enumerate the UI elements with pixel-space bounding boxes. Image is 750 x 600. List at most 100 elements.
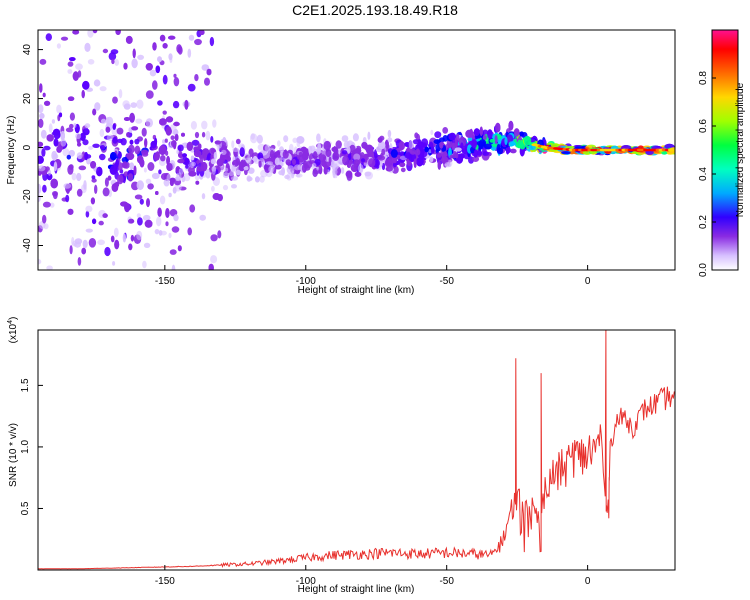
spectrogram-blob <box>323 166 328 175</box>
spectrogram-frame <box>37 29 676 271</box>
spectrogram-blob <box>177 245 182 252</box>
spectrogram-blob <box>158 169 162 175</box>
spectrogram-blob <box>49 202 55 208</box>
spectrogram-blob <box>173 73 177 78</box>
spectrogram-blob <box>69 123 74 129</box>
spectrogram-blob <box>404 142 411 147</box>
spectrogram-blob <box>56 43 62 49</box>
spectrogram-blob <box>127 173 134 182</box>
spectrogram-blob <box>489 138 496 143</box>
spectrogram-blob <box>117 174 124 185</box>
spectrogram-blob <box>96 166 103 177</box>
spectrogram-blob <box>274 157 280 166</box>
spectrogram-blob <box>158 230 163 236</box>
spectrogram-blob <box>90 161 97 169</box>
spectrogram-blob <box>105 126 111 133</box>
spectrogram-blob <box>430 129 434 136</box>
spectrogram-blob <box>157 100 163 106</box>
spectrogram-blob <box>169 57 173 63</box>
spectrogram-blob <box>174 133 179 141</box>
spectrogram-blob <box>149 69 157 77</box>
spectrogram-blob <box>136 213 141 219</box>
spectrogram-blob <box>136 230 143 241</box>
spectrogram-blob <box>68 164 74 170</box>
snr-y-tick-label: 0.5 <box>20 501 31 515</box>
spectrogram-blob <box>318 165 323 175</box>
spectrogram-blob <box>38 165 46 172</box>
spectrogram-blob <box>235 169 241 176</box>
spectrogram-blob <box>102 213 108 218</box>
spectrogram-blob <box>87 59 95 65</box>
spectrogram-blob <box>47 169 52 176</box>
spectrogram-blob <box>173 77 180 87</box>
spectrogram-blob <box>78 165 87 171</box>
spectrogram-blob <box>513 128 520 137</box>
spectrogram-blob <box>201 131 206 138</box>
spectrogram-blob <box>561 151 571 155</box>
spectrogram-blob <box>134 138 140 145</box>
spectrogram-blob <box>67 69 73 74</box>
spectrogram-blob <box>123 103 131 110</box>
spectrogram-blob <box>284 174 290 180</box>
spectrogram-blob <box>231 184 237 189</box>
spectrogram-blob <box>90 197 95 205</box>
spectrogram-blob <box>231 140 235 149</box>
spectrogram-blob <box>79 132 86 141</box>
spectrogram-blob <box>112 96 118 104</box>
spectrogram-blob <box>52 191 58 200</box>
spectrogram-y-tick-label: -20 <box>22 189 33 204</box>
colorbar-tick-label: 0.8 <box>698 71 709 85</box>
spectrogram-blob <box>243 166 249 171</box>
spectrogram-blob <box>73 123 77 128</box>
spectrogram-blob <box>162 74 168 85</box>
spectrogram-blob <box>166 155 171 166</box>
spectrogram-blob <box>159 118 167 126</box>
spectrogram-blob <box>152 42 157 51</box>
spectrogram-y-ticks: 40 20 0 -20 -40 <box>22 44 43 253</box>
spectrogram-blob <box>448 132 457 141</box>
spectrogram-blob <box>117 162 123 171</box>
spectrogram-blob <box>168 232 172 239</box>
spectrogram-blob <box>66 154 72 160</box>
spectrogram-blob <box>194 38 202 46</box>
snr-x-ticks: -150 -100 -50 0 <box>155 565 591 587</box>
spectrogram-blob <box>60 139 67 147</box>
spectrogram-blob <box>296 173 301 178</box>
spectrogram-blob <box>217 230 222 239</box>
spectrogram-blob <box>130 234 134 242</box>
spectrogram-blob <box>159 195 166 205</box>
spectrogram-blob <box>508 120 514 131</box>
spectrogram-blob <box>83 180 87 190</box>
spectrogram-blob <box>263 127 269 133</box>
spectrogram-blob <box>189 161 195 169</box>
spectrogram-blob <box>208 263 214 270</box>
spectrogram-blob <box>469 128 474 138</box>
spectrogram-blob <box>199 30 205 35</box>
spectrogram-blob <box>399 140 404 149</box>
spectrogram-blob <box>170 135 175 140</box>
spectrogram-blob <box>504 136 508 146</box>
spectrogram-blob <box>154 229 160 235</box>
spectrogram-blob <box>145 90 154 99</box>
spectrogram-blob <box>341 167 345 174</box>
snr-y-tick-label: 1.0 <box>20 440 31 454</box>
spectrogram-blob <box>230 176 239 181</box>
spectrogram-blob <box>152 80 158 90</box>
spectrogram-blob <box>68 149 76 157</box>
spectrogram-blob <box>360 158 366 163</box>
spectrogram-blob <box>331 146 338 152</box>
spectrogram-blob <box>85 228 93 233</box>
snr-y-ticks: 0.5 1.0 1.5 <box>20 378 43 515</box>
spectrogram-blob <box>368 158 376 168</box>
spectrogram-blob <box>216 158 224 167</box>
spectrogram-blob <box>471 139 477 149</box>
snr-panel: -150 -100 -50 0 0.5 1.0 1.5 Height of straigh… <box>7 317 676 595</box>
spectrogram-blob <box>404 152 413 159</box>
spectrogram-blob <box>375 158 379 168</box>
spectrogram-blob <box>164 138 168 143</box>
spectrogram-blob <box>651 145 663 150</box>
spectrogram-blob <box>661 151 668 155</box>
snr-y-tick-label: 1.5 <box>20 378 31 392</box>
spectrogram-blob <box>85 205 93 213</box>
spectrogram-blob <box>210 158 216 165</box>
